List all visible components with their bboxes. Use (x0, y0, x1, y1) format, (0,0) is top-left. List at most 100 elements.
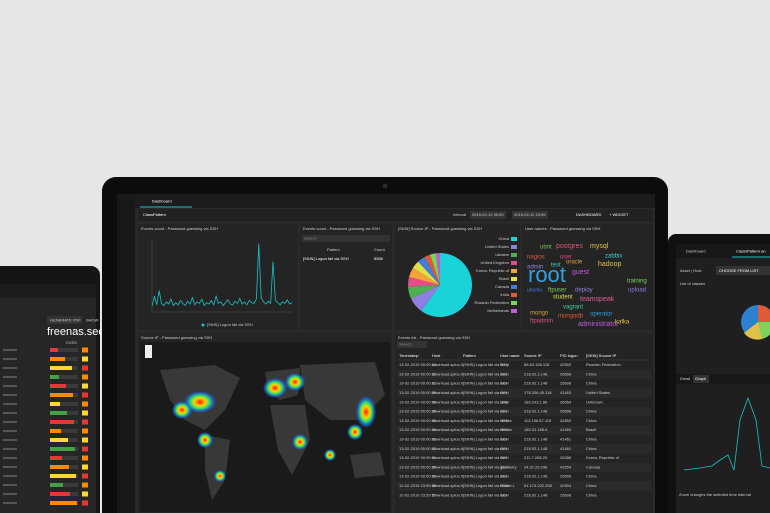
table-cell: download.sploo.it (432, 474, 464, 479)
table-cell: [SKIN] Logon fail via SSH (463, 455, 509, 460)
detail-tab: Detail (680, 376, 690, 381)
table-header: Host (432, 353, 441, 358)
right-footer: Zoom changes the selected time interval (679, 492, 751, 497)
search-box[interactable] (302, 235, 390, 242)
search-box[interactable] (397, 341, 427, 348)
table-cell: 41463 (560, 390, 572, 395)
date-from-box[interactable] (470, 211, 506, 219)
graph-tab-box[interactable] (693, 375, 709, 383)
table-cell: 183.243.1.86 (524, 399, 548, 404)
cvss-score (82, 383, 88, 389)
table-cell: download.sploo.it (432, 436, 464, 441)
word: ubuntu (527, 287, 543, 293)
cvss-fill (50, 474, 76, 478)
row-label-bar (3, 349, 17, 351)
table-cell: China (586, 483, 597, 488)
table-cell: 178.206.45.118 (524, 390, 552, 395)
legend-label: United States (485, 244, 509, 249)
word: admin (527, 265, 543, 271)
right-tabs (676, 374, 770, 384)
table-header: Source IP (524, 353, 542, 358)
word: mongo (530, 311, 549, 317)
table-cell: download.sploo.it (432, 371, 464, 376)
table-cell: root (500, 390, 508, 395)
table-cell: 41461 (560, 436, 572, 441)
cvss-bar (50, 402, 78, 406)
table-cell: download.sploo.it (432, 492, 464, 497)
word: teamspeak (580, 296, 615, 303)
cvss-score (82, 347, 88, 353)
table-cell: 25608 (560, 492, 572, 497)
table-cell: [SKIN] Logon fail via SSH (463, 483, 509, 488)
table-cell: 218.92.1.148 (524, 436, 548, 441)
list-label: List of classes (680, 281, 705, 286)
panel-title: Events count - Password guessing via SSH (303, 226, 380, 231)
choose-button[interactable] (716, 266, 770, 275)
table-cell: 189.31.168.6 (524, 427, 548, 432)
table-cell: 13-02-2019 00:00:04 (399, 427, 437, 432)
cvss-score (82, 482, 88, 488)
word: hadoop (598, 261, 621, 268)
table-cell: root (500, 474, 508, 479)
table-cell: 25608 (560, 409, 572, 414)
row-label-bar (3, 466, 17, 468)
row-label-bar (3, 358, 17, 360)
heat-spots (172, 373, 376, 482)
table-cell: United States (586, 390, 610, 395)
table-cell: download.sploo.it (432, 455, 464, 460)
generate-button[interactable] (47, 316, 82, 324)
cvss-fill (50, 429, 61, 433)
table-cell: [SKIN] Logon fail via SSH (303, 256, 349, 261)
pie-slice (421, 253, 472, 317)
table-cell: [SKIN] Logon fail via SSH (463, 492, 509, 497)
row-label-bar (3, 457, 17, 459)
table-cell: 218.92.1.148 (524, 371, 548, 376)
cvss-fill (50, 357, 65, 361)
cvss-fill (50, 483, 63, 487)
table-cell: 13-02-2019 00:00:00 (399, 474, 437, 479)
panel-title: Events list - Password guessing via SSH (398, 335, 470, 340)
row-label-bar (3, 412, 17, 414)
word: guest (572, 269, 589, 276)
word: student (553, 295, 573, 301)
table-cell: 42904 (560, 483, 572, 488)
table-cell: download.sploo.it (432, 446, 464, 451)
dashboard-title: ClassPattern (143, 212, 166, 217)
row-label-bar (3, 376, 17, 378)
zoom-control[interactable] (145, 345, 152, 358)
table-cell: 12-02-2019 23:59:58 (399, 483, 437, 488)
row-band (397, 369, 651, 380)
cvss-score (82, 356, 88, 362)
pie-slice (409, 267, 440, 285)
table-cell: 41460 (560, 427, 572, 432)
panel-title: [SKIN] Source IP - Password guessing via… (398, 226, 482, 231)
table-cell: China (586, 474, 597, 479)
cvss-bar (50, 375, 78, 379)
interval-label: Interval (453, 212, 466, 217)
word: administrator (578, 321, 619, 328)
table-cell: China (586, 409, 597, 414)
table-cell: geometry (500, 464, 517, 469)
table-cell: download.sploo.it (432, 427, 464, 432)
widget-button[interactable]: + WIDGET (609, 212, 629, 217)
asset-label: Asset | Host (680, 268, 702, 273)
legend-swatch (511, 309, 517, 313)
cvss-fill (50, 456, 62, 460)
cvss-fill (50, 501, 77, 505)
show-label: SHOW (86, 318, 99, 323)
row-band (397, 462, 651, 473)
table-cell: [SKIN] Logon fail via SSH (463, 427, 509, 432)
dashboard-button[interactable]: DASHBOARD (576, 212, 601, 217)
table-cell: 26054 (560, 399, 572, 404)
legend-swatch (511, 253, 517, 257)
table-cell: 25608 (560, 371, 572, 376)
table-cell: root (500, 371, 508, 376)
tab-label: Dashboard (152, 199, 172, 204)
right-pie (741, 305, 770, 340)
cvss-fill (50, 366, 72, 370)
panel (522, 224, 653, 330)
date-to-box[interactable] (512, 211, 548, 219)
search-placeholder: Search (399, 342, 412, 347)
table-header: User name (500, 353, 520, 358)
table-cell: 13-02-2019 00:00:00 (399, 464, 437, 469)
